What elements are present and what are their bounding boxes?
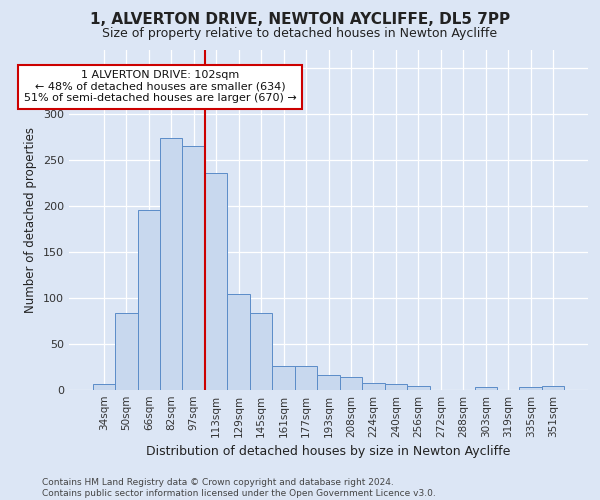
Bar <box>205 173 227 390</box>
Text: 1, ALVERTON DRIVE, NEWTON AYCLIFFE, DL5 7PP: 1, ALVERTON DRIVE, NEWTON AYCLIFFE, DL5 … <box>90 12 510 28</box>
Bar <box>385 384 407 390</box>
Y-axis label: Number of detached properties: Number of detached properties <box>25 127 37 313</box>
Bar <box>272 366 295 390</box>
Bar <box>362 382 385 390</box>
Bar <box>250 313 272 390</box>
Bar <box>542 386 565 390</box>
Bar <box>317 376 340 390</box>
Bar <box>295 366 317 390</box>
Bar <box>182 146 205 390</box>
Text: Contains HM Land Registry data © Crown copyright and database right 2024.
Contai: Contains HM Land Registry data © Crown c… <box>42 478 436 498</box>
X-axis label: Distribution of detached houses by size in Newton Aycliffe: Distribution of detached houses by size … <box>146 446 511 458</box>
Bar <box>520 387 542 390</box>
Bar <box>475 387 497 390</box>
Bar <box>340 377 362 390</box>
Bar <box>137 210 160 390</box>
Bar <box>160 138 182 390</box>
Bar <box>92 384 115 390</box>
Bar <box>407 386 430 390</box>
Bar <box>115 313 137 390</box>
Text: Size of property relative to detached houses in Newton Aycliffe: Size of property relative to detached ho… <box>103 28 497 40</box>
Bar <box>227 294 250 390</box>
Text: 1 ALVERTON DRIVE: 102sqm
← 48% of detached houses are smaller (634)
51% of semi-: 1 ALVERTON DRIVE: 102sqm ← 48% of detach… <box>23 70 296 103</box>
